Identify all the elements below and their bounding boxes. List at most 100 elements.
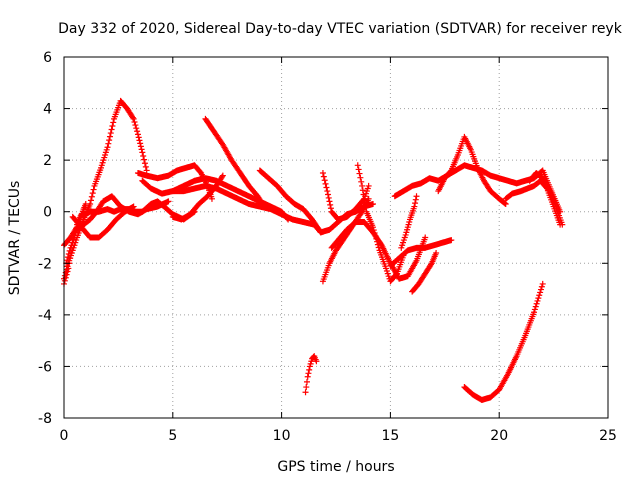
data-point (304, 373, 311, 380)
y-tick-label: -4 (38, 308, 52, 324)
data-point (362, 204, 369, 211)
data-point (130, 115, 137, 122)
data-point (141, 160, 148, 167)
data-point (261, 203, 268, 210)
series-track-20 (435, 133, 509, 207)
data-point (325, 191, 332, 198)
data-point (319, 170, 326, 177)
grid (64, 57, 608, 418)
data-point (422, 234, 429, 241)
data-point (370, 227, 377, 234)
data-point (411, 203, 418, 210)
x-tick-label: 15 (381, 428, 399, 444)
data-point (537, 289, 544, 296)
data-point (90, 186, 97, 193)
data-point (129, 114, 136, 121)
data-point (361, 195, 368, 202)
data-point (327, 201, 334, 208)
data-point (531, 309, 538, 316)
data-point (219, 173, 226, 180)
data-point (374, 241, 381, 248)
series-track-19 (409, 249, 440, 295)
data-point (322, 180, 329, 187)
x-tick-label: 5 (168, 428, 177, 444)
data-point (536, 292, 543, 299)
series-track-22 (526, 170, 566, 228)
data-point (369, 200, 376, 207)
data-point (355, 166, 362, 173)
y-tick-label: 6 (43, 50, 52, 66)
data-point (109, 122, 116, 129)
data-point (502, 200, 509, 207)
series-track-16 (387, 237, 455, 269)
y-tick-label: 2 (43, 153, 52, 169)
data-point (138, 146, 145, 153)
data-point (448, 237, 455, 244)
data-point (323, 184, 330, 191)
y-tick-label: -6 (38, 359, 52, 375)
data-point (141, 156, 148, 163)
series-track-23 (461, 280, 546, 403)
data-point (88, 193, 95, 200)
data-point (64, 257, 71, 264)
y-tick-label: 4 (43, 102, 52, 118)
data-point (142, 163, 149, 170)
data-point (65, 251, 72, 258)
data-point (501, 200, 508, 207)
x-tick-label: 25 (599, 428, 617, 444)
data-point (143, 167, 150, 174)
data-point (64, 263, 71, 270)
series-track-2 (61, 97, 150, 282)
data-point (535, 295, 542, 302)
data-point (87, 197, 94, 204)
data-point (208, 195, 215, 202)
data-point (433, 249, 440, 256)
data-point (533, 300, 540, 307)
data-point (373, 235, 380, 242)
data-point (534, 297, 541, 304)
data-point (303, 378, 310, 385)
data-point (360, 191, 367, 198)
series-track-10 (202, 115, 268, 210)
data-point (107, 130, 114, 137)
data-point (306, 366, 313, 373)
data-point (106, 137, 113, 144)
data-point (532, 303, 539, 310)
data-point (131, 118, 138, 125)
data-point (413, 193, 420, 200)
data-point (537, 286, 544, 293)
axis-ticks: 0 5 10 15 20 25 -8 -6 -4 -2 0 2 4 6 (38, 50, 617, 444)
data-point (365, 182, 372, 189)
data-point (133, 125, 140, 132)
data-point (313, 358, 320, 365)
data-point (531, 306, 538, 313)
series-track-14 (328, 219, 429, 282)
series-track-9 (169, 172, 226, 223)
data-point (321, 177, 328, 184)
data-point (538, 283, 545, 290)
series-track-13 (319, 195, 372, 285)
data-point (359, 182, 366, 189)
series-track-7 (139, 175, 292, 223)
y-tick-label: -8 (38, 411, 52, 427)
data-point (393, 271, 400, 278)
data-point (371, 229, 378, 236)
data-point (82, 200, 89, 207)
data-point (110, 119, 117, 126)
data-point (324, 188, 331, 195)
data-point (63, 266, 70, 273)
data-point (105, 140, 112, 147)
data-point (374, 238, 381, 245)
plot-frame (63, 56, 609, 419)
data-point (137, 140, 144, 147)
data-point (89, 190, 96, 197)
data-point (375, 244, 382, 251)
data-point (369, 224, 376, 231)
data-point (106, 133, 113, 140)
data-point (305, 370, 312, 377)
data-point (359, 187, 366, 194)
data-point (427, 261, 434, 268)
data-point (136, 137, 143, 144)
data-point (260, 202, 267, 209)
